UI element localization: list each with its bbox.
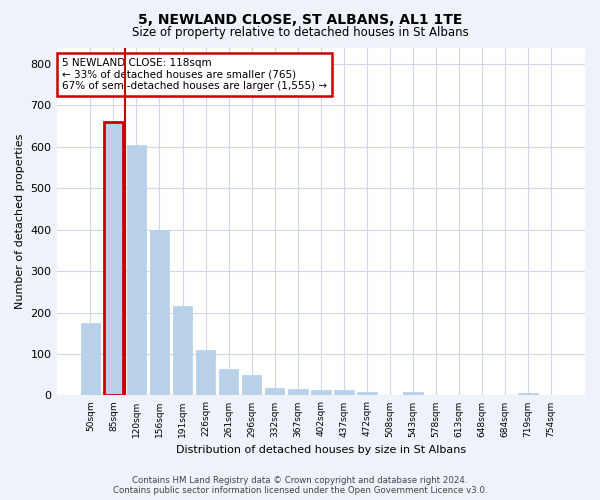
Bar	[265, 388, 284, 396]
Bar	[104, 122, 123, 396]
Bar	[311, 390, 331, 396]
Text: Size of property relative to detached houses in St Albans: Size of property relative to detached ho…	[131, 26, 469, 39]
Bar	[518, 393, 538, 396]
X-axis label: Distribution of detached houses by size in St Albans: Distribution of detached houses by size …	[176, 445, 466, 455]
Text: 5 NEWLAND CLOSE: 118sqm
← 33% of detached houses are smaller (765)
67% of semi-d: 5 NEWLAND CLOSE: 118sqm ← 33% of detache…	[62, 58, 327, 91]
Bar	[288, 389, 308, 396]
Text: 5, NEWLAND CLOSE, ST ALBANS, AL1 1TE: 5, NEWLAND CLOSE, ST ALBANS, AL1 1TE	[138, 12, 462, 26]
Bar	[242, 374, 262, 396]
Bar	[219, 368, 238, 396]
Bar	[149, 230, 169, 396]
Bar	[196, 350, 215, 396]
Bar	[334, 390, 353, 396]
Bar	[173, 306, 193, 396]
Bar	[127, 145, 146, 396]
Bar	[403, 392, 423, 396]
Bar	[357, 392, 377, 396]
Text: Contains HM Land Registry data © Crown copyright and database right 2024.
Contai: Contains HM Land Registry data © Crown c…	[113, 476, 487, 495]
Bar	[80, 323, 100, 396]
Y-axis label: Number of detached properties: Number of detached properties	[15, 134, 25, 309]
